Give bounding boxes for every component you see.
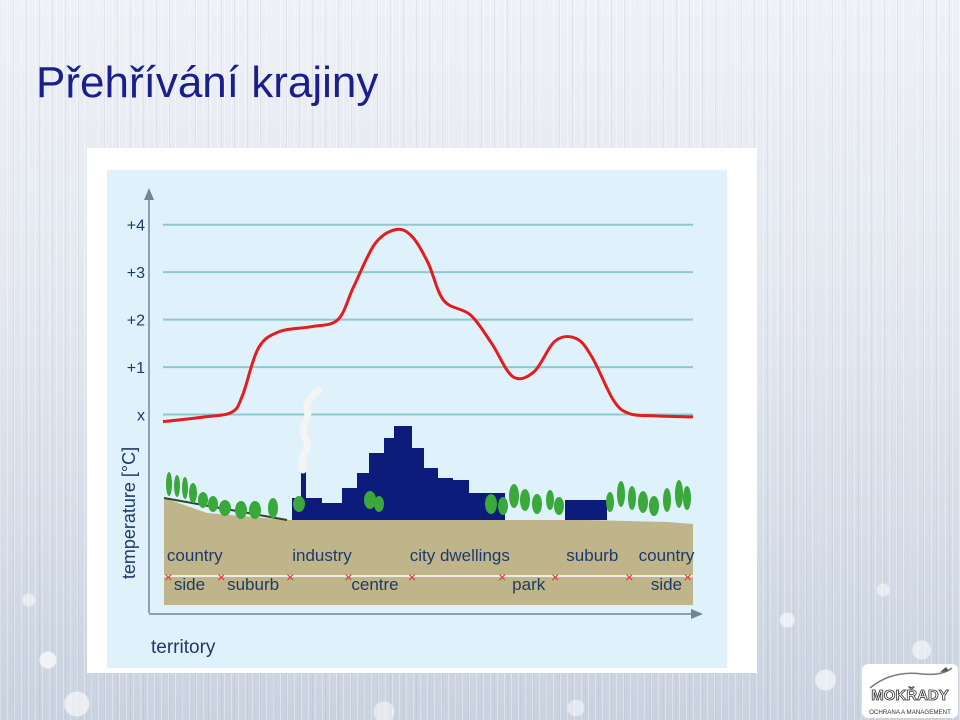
chart-frame: x +1 +2 +3 +4 [87, 148, 757, 673]
zone-boundary-marker: × [684, 569, 692, 585]
y-tick-label: +2 [127, 313, 145, 330]
zone-boundary-marker: × [551, 569, 559, 585]
zone-label-top: industry [292, 546, 352, 565]
zone-boundary-marker: × [217, 569, 225, 585]
zone-boundary-marker: × [625, 569, 633, 585]
y-tick-label: +3 [127, 265, 145, 282]
temperature-curve [162, 227, 694, 424]
zone-boundary-marker: × [498, 569, 506, 585]
temperature-chart: x +1 +2 +3 +4 [107, 170, 727, 668]
zone-boundary-marker: × [164, 569, 172, 585]
y-tick-label: +1 [127, 360, 145, 377]
mokrady-logo: MOKŘADY OCHRANA A MANAGEMENT [862, 664, 958, 718]
zone-label-bottom: centre [351, 575, 398, 594]
slide-title: Přehřívání krajiny [36, 58, 379, 107]
zone-label-bottom: side [174, 575, 205, 594]
zone-label-top: suburb [566, 546, 618, 565]
chart-axes [144, 188, 703, 619]
y-axis-label: temperature [°C] [119, 447, 139, 579]
zone-label-bottom: suburb [227, 575, 279, 594]
logo-graphic: MOKŘADY OCHRANA A MANAGEMENT [862, 664, 958, 718]
trees [166, 472, 691, 519]
ground-band [164, 498, 693, 605]
y-tick-labels: x +1 +2 +3 +4 [127, 218, 145, 425]
zone-boundary-marker: × [344, 569, 352, 585]
svg-text:MOKŘADY: MOKŘADY [871, 686, 949, 704]
zone-label-bottom: side [651, 575, 682, 594]
zone-labels: country industry city dwellings suburb count… [164, 546, 695, 594]
zone-label-top: country [639, 546, 695, 565]
x-axis-label: territory [151, 637, 216, 658]
chimney-smoke [298, 386, 323, 474]
landscape-illustration [163, 386, 693, 605]
y-tick-label: x [137, 408, 145, 425]
svg-text:OCHRANA A MANAGEMENT: OCHRANA A MANAGEMENT [869, 709, 951, 716]
zone-label-bottom: park [512, 575, 546, 594]
zone-label-top: city dwellings [410, 546, 510, 565]
zone-boundary-marker: × [408, 569, 416, 585]
zone-boundary-marker: × [286, 569, 294, 585]
y-tick-label: +4 [127, 218, 145, 235]
zone-label-top: country [167, 546, 223, 565]
